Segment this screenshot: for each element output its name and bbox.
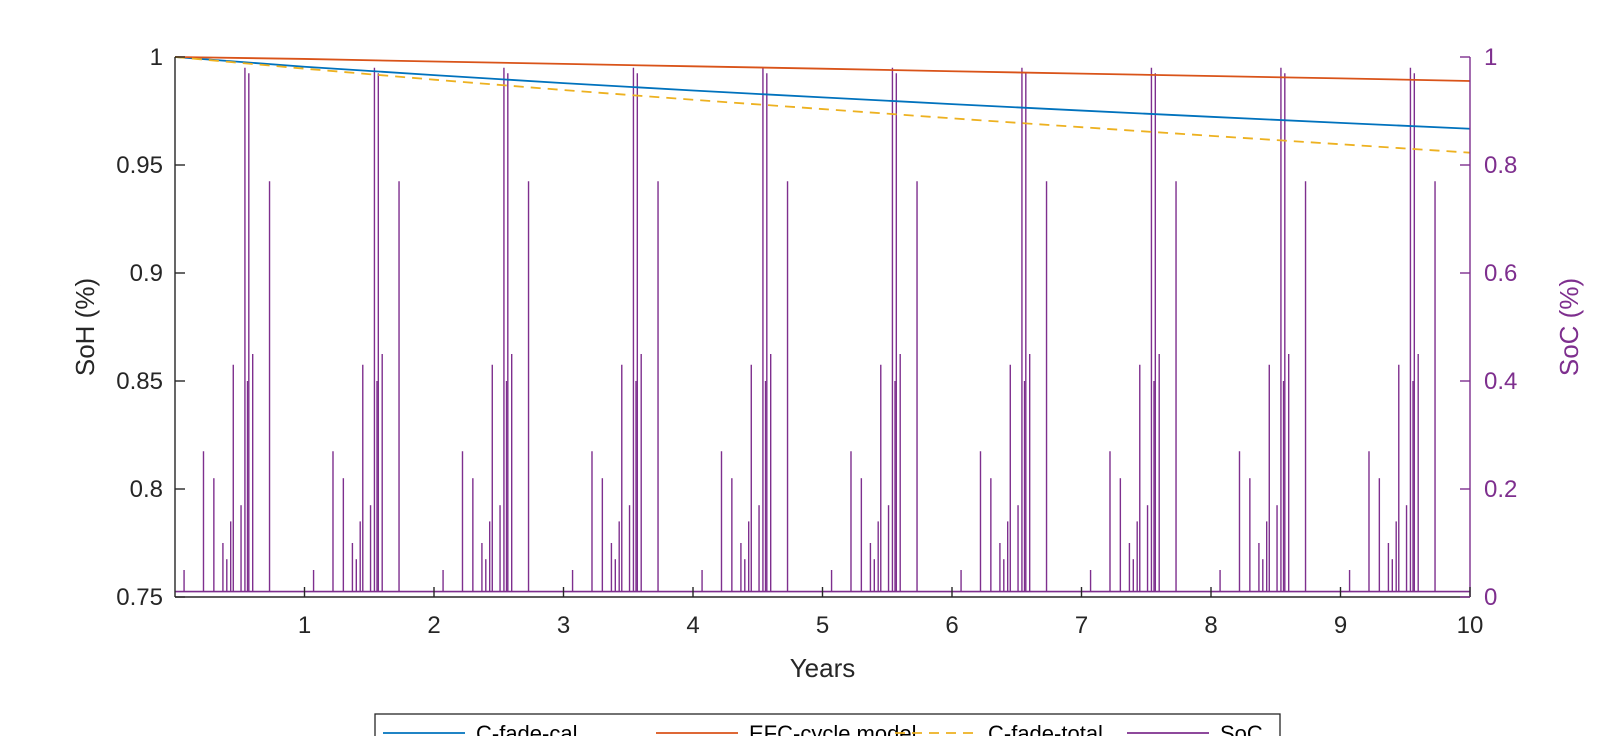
x-tick-label: 3: [557, 612, 570, 639]
y-right-tick-label: 1: [1484, 44, 1497, 71]
y-left-tick-label: 1: [150, 44, 163, 71]
axes: 1 2 3 4 5 6 7 8 9 100.750.80.850.90.95100.20.40.6…: [116, 44, 1517, 639]
legend-label: C-fade-total: [988, 721, 1103, 736]
x-axis-title: Years: [790, 653, 856, 683]
y-axis-right-title: SoC (%): [1554, 278, 1584, 376]
y-right-tick-label: 0.2: [1484, 476, 1517, 503]
x-tick-label: 8: [1204, 612, 1217, 639]
legend: C-fade-cal EFC-cycle model C-fade-total SoC: [374, 713, 1281, 736]
y-right-tick-label: 0.4: [1484, 368, 1517, 395]
x-tick-label: 10: [1457, 612, 1484, 639]
x-tick-label: 9: [1334, 612, 1347, 639]
series-line-c-fade-cal: [174, 56, 1471, 130]
x-tick-label: 4: [686, 612, 699, 639]
legend-box: [374, 713, 1281, 736]
x-tick-label: 1: [298, 612, 311, 639]
y-left-tick-label: 0.85: [116, 368, 163, 395]
series-line-efc-cycle-model: [174, 56, 1471, 82]
x-tick-label: 6: [945, 612, 958, 639]
y-axis-left-title: SoH (%): [70, 278, 100, 376]
legend-label: SoC: [1220, 721, 1263, 736]
series-line-c-fade-total: [174, 56, 1471, 154]
y-right-tick-label: 0: [1484, 584, 1497, 611]
x-tick-label: 2: [427, 612, 440, 639]
x-tick-label: 5: [816, 612, 829, 639]
y-left-tick-label: 0.95: [116, 152, 163, 179]
y-right-tick-label: 0.8: [1484, 152, 1517, 179]
y-left-tick-label: 0.9: [130, 260, 163, 287]
legend-label: C-fade-cal: [476, 721, 577, 736]
y-left-tick-label: 0.75: [116, 584, 163, 611]
y-left-tick-label: 0.8: [130, 476, 163, 503]
y-right-tick-label: 0.6: [1484, 260, 1517, 287]
legend-label: EFC-cycle model: [749, 721, 916, 736]
plot-series: [174, 56, 1471, 593]
x-tick-label: 7: [1075, 612, 1088, 639]
